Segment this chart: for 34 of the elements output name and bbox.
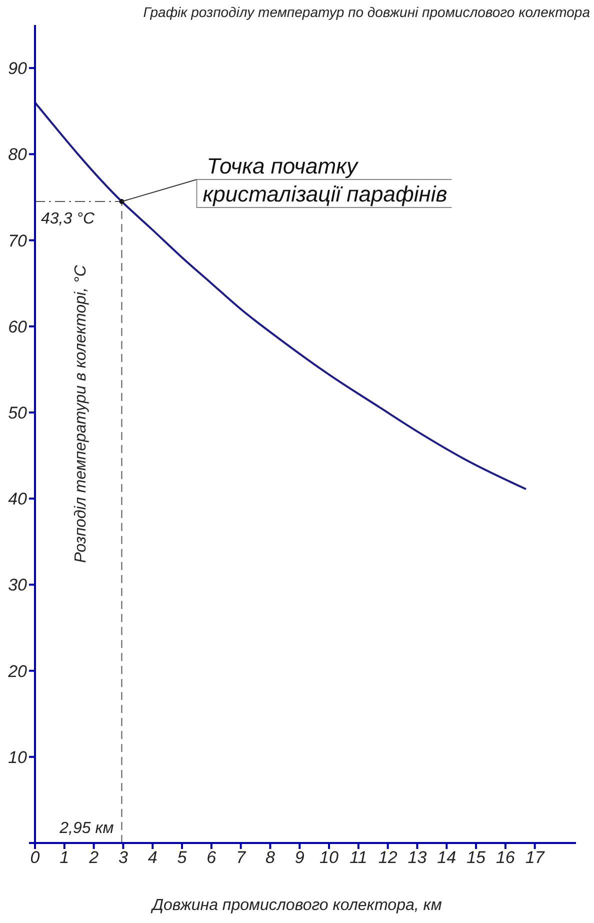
annotation: Точка початку кристалізації парафінів [202,154,448,207]
x-tick-label: 8 [265,848,276,868]
x-tick-label: 5 [177,848,188,868]
chart-title: Графік розподілу температур по довжині промислового колектора [143,4,590,20]
y-tick-label: 50 [8,404,28,423]
x-tick-label: 4 [148,848,158,868]
x-tick-label: 15 [466,848,486,868]
y-tick-label: 40 [8,490,28,509]
x-tick-label: 11 [350,848,368,868]
y-tick-label: 30 [8,576,28,595]
x-tick-label: 14 [437,848,456,868]
x-tick-label: 13 [408,848,428,868]
x-tick-label: 10 [320,848,340,868]
x-tick-label: 17 [525,848,545,868]
ref-line-label: 2,95 км [58,820,114,837]
y-tick-label: 60 [8,317,28,336]
y-tick-label: 10 [8,748,28,767]
x-axis-title: Довжина промислового колектора, км [150,897,443,915]
ref-line-label: 43,3 °C [41,210,95,228]
y-tick-label: 90 [8,59,28,78]
line-series [35,101,528,490]
x-tick-label: 7 [236,848,246,868]
x-tick-label: 16 [496,848,516,868]
y-tick-label: 80 [8,145,28,164]
y-tick-label: 70 [8,231,28,250]
y-tick-label: 20 [7,662,28,681]
x-tick-label: 1 [60,848,70,868]
x-tick-label: 3 [118,848,128,868]
y-axis-title: Розподіл температури в колекторі, °C [72,264,90,563]
x-tick-label: 2 [88,848,100,868]
x-tick-label: 6 [206,848,217,868]
x-tick-label: 12 [378,848,398,868]
x-tick-label: 9 [294,848,305,868]
x-tick-label: 0 [30,848,40,868]
